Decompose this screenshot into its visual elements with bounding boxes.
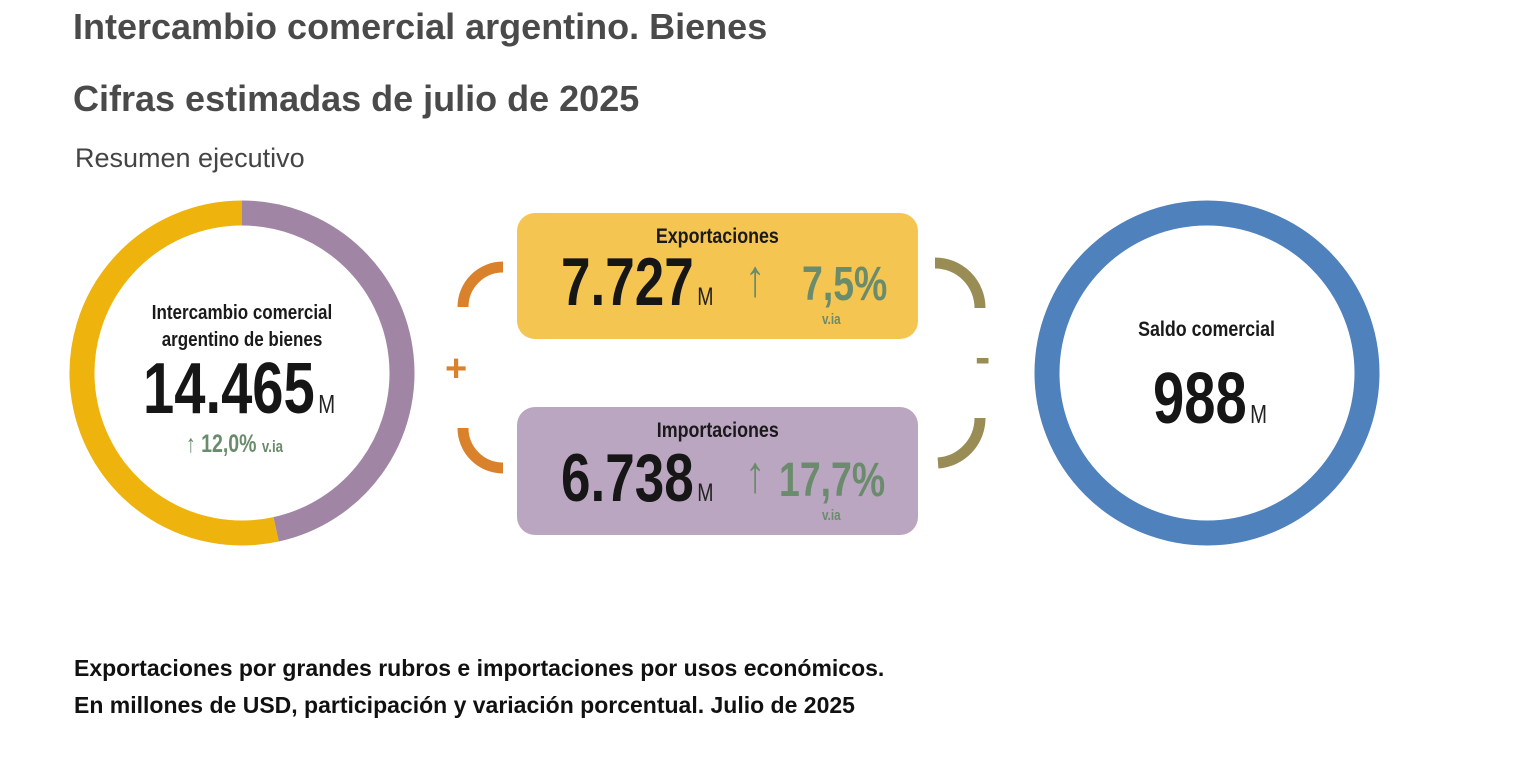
page-title: Intercambio comercial argentino. Bienes xyxy=(73,6,768,47)
total-change-value: 12,0% xyxy=(201,430,257,458)
right-bracket-top xyxy=(934,257,986,309)
exports-label: Exportaciones xyxy=(655,225,780,248)
total-label-line2: argentino de bienes xyxy=(161,329,323,351)
trade-donut xyxy=(69,200,415,546)
total-unit: M xyxy=(318,389,336,419)
exports-card: Exportaciones 7.727 M ↑ 7,5% v.ia xyxy=(517,213,918,339)
total-value: 14.465 xyxy=(143,349,315,429)
exports-unit: M xyxy=(697,283,714,311)
balance-label: Saldo comercial xyxy=(1138,318,1276,341)
left-bracket-top xyxy=(457,261,504,308)
total-change-suffix: v.ia xyxy=(261,437,284,456)
imports-label: Importaciones xyxy=(656,419,779,442)
imports-change-suffix: v.ia xyxy=(822,507,841,524)
imports-unit: M xyxy=(697,479,714,507)
footer-line1: Exportaciones por grandes rubros e impor… xyxy=(74,655,885,681)
left-bracket-bottom xyxy=(457,427,504,474)
total-change: ↑ 12,0% v.ia xyxy=(186,430,310,459)
balance-unit: M xyxy=(1250,399,1268,429)
balance-value: 988 xyxy=(1153,359,1247,439)
balance-ring xyxy=(1034,200,1380,546)
section-title: Resumen ejecutivo xyxy=(75,143,305,173)
imports-card: Importaciones 6.738 M ↑ 17,7% v.ia xyxy=(517,407,918,535)
arrow-up-icon: ↑ xyxy=(745,446,766,504)
total-summary: Intercambio comercial argentino de biene… xyxy=(92,300,392,354)
exports-change: 7,5% xyxy=(802,258,888,311)
total-label-line1: Intercambio comercial xyxy=(151,302,333,324)
plus-operator: + xyxy=(445,348,468,390)
arrow-up-icon: ↑ xyxy=(745,250,766,308)
donut-slice-exportaciones xyxy=(69,200,279,546)
arrow-up-icon: ↑ xyxy=(186,430,196,458)
exports-change-suffix: v.ia xyxy=(822,311,841,328)
imports-change: 17,7% xyxy=(779,454,886,507)
donut-slice-importaciones xyxy=(241,200,415,542)
footer-line2: En millones de USD, participación y vari… xyxy=(74,692,855,718)
exports-value: 7.727 xyxy=(561,244,694,320)
total-value-row: 14.465 M xyxy=(143,348,389,430)
minus-operator: - xyxy=(975,331,991,383)
imports-value: 6.738 xyxy=(561,440,694,516)
page-subtitle: Cifras estimadas de julio de 2025 xyxy=(73,78,640,119)
right-bracket-bottom xyxy=(937,417,986,469)
